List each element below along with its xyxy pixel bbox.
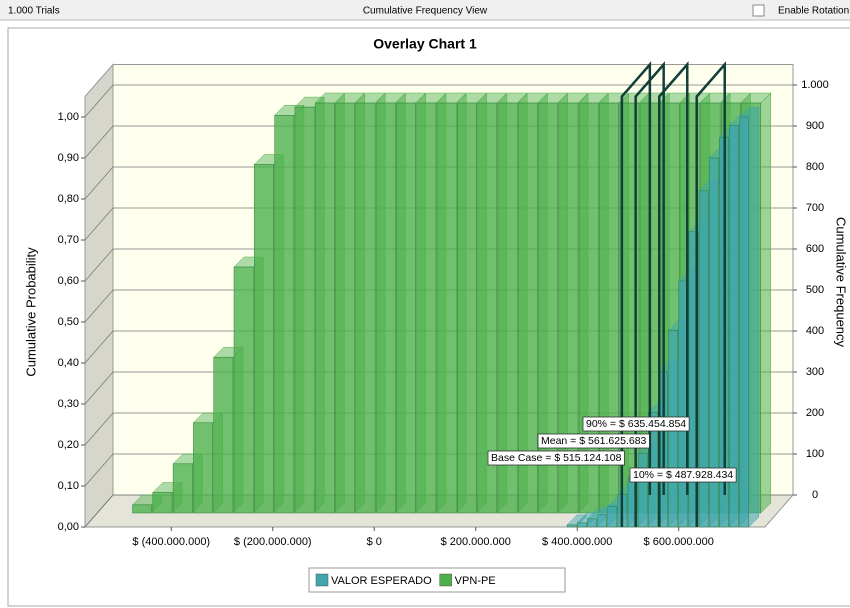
bar	[314, 102, 335, 514]
bar-side	[748, 106, 760, 528]
bar	[172, 463, 193, 514]
x-tick-label: $ 200.000.000	[441, 536, 511, 548]
bar	[698, 190, 709, 528]
marker-line	[695, 61, 726, 527]
left-wall	[84, 63, 114, 529]
y-tick-label: 0,90	[58, 152, 79, 164]
y2-tick-label: 700	[806, 202, 824, 214]
rotation-label[interactable]: Enable Rotation	[778, 6, 849, 17]
trials-label: 1.000 Trials	[8, 6, 60, 17]
bar	[497, 102, 518, 514]
legend-swatch	[315, 573, 329, 587]
marker-label-box	[629, 467, 737, 483]
bar	[436, 102, 457, 514]
marker-label: 10% = $ 487.928.434	[633, 469, 733, 481]
bar	[739, 116, 750, 528]
bar	[355, 102, 376, 514]
bar	[254, 164, 274, 514]
legend-box	[308, 567, 566, 593]
bar	[708, 157, 719, 528]
y2-tick-label: 100	[806, 448, 824, 460]
marker-label: 90% = $ 635.454.854	[586, 418, 686, 430]
bar	[416, 102, 437, 514]
legend-label: VPN-PE	[455, 575, 496, 587]
bar	[213, 356, 234, 514]
x-tick-label: $ 0	[367, 536, 382, 548]
y2-tick-label: 1.000	[801, 79, 829, 91]
legend-label: VALOR ESPERADO	[331, 575, 432, 587]
y2-tick-label: 300	[806, 366, 824, 378]
bar	[587, 518, 597, 528]
bar	[193, 422, 213, 514]
grid-line	[84, 84, 793, 118]
rotation-checkbox[interactable]	[752, 4, 765, 17]
y-tick-label: 1,00	[58, 111, 79, 123]
bar	[688, 231, 699, 528]
bar	[274, 115, 295, 514]
legend-swatch	[439, 573, 452, 587]
bar	[538, 102, 559, 514]
bar	[576, 522, 587, 528]
x-tick-label: $ (400.000.000)	[132, 536, 210, 548]
bar	[607, 506, 618, 528]
bar-side	[760, 92, 772, 514]
bar	[517, 102, 538, 514]
marker-label-box	[487, 450, 625, 466]
chart-frame	[7, 27, 850, 607]
bar	[132, 504, 153, 514]
y-tick-label: 0,30	[58, 398, 79, 410]
marker-label-box	[582, 416, 690, 432]
bar	[637, 452, 648, 528]
x-tick-label: $ 400.000.000	[542, 536, 612, 548]
y-tick-label: 0,40	[58, 357, 79, 369]
marker-label: Base Case = $ 515.124.108	[491, 452, 622, 464]
y2-axis-title: Cumulative Frequency	[834, 217, 849, 348]
x-tick-label: $ 600.000.000	[644, 536, 714, 548]
bar	[729, 124, 739, 528]
y-tick-label: 0,60	[58, 275, 79, 287]
bar	[152, 492, 173, 514]
y2-tick-label: 900	[806, 120, 824, 132]
bar	[558, 102, 579, 514]
view-label: Cumulative Frequency View	[363, 6, 488, 17]
toolbar	[0, 0, 850, 20]
y2-tick-label: 600	[806, 243, 824, 255]
y-tick-label: 0,10	[58, 480, 79, 492]
bar	[375, 102, 396, 514]
y2-tick-label: 400	[806, 325, 824, 337]
bar	[335, 102, 356, 514]
bar	[597, 514, 607, 528]
marker-label: Mean = $ 561.625.683	[541, 435, 647, 447]
marker-line	[658, 61, 689, 527]
bar	[294, 106, 315, 514]
bar	[396, 102, 416, 514]
x-tick-label: $ (200.000.000)	[234, 536, 312, 548]
y2-tick-label: 500	[806, 284, 824, 296]
y2-tick-label: 200	[806, 407, 824, 419]
y-tick-label: 0,50	[58, 316, 79, 328]
marker-line	[620, 61, 652, 527]
y-tick-label: 0,70	[58, 234, 79, 246]
y-tick-label: 0,00	[58, 521, 79, 533]
bar	[233, 266, 254, 514]
y-axis-title: Cumulative Probability	[23, 247, 38, 377]
y2-tick-label: 800	[806, 161, 824, 173]
chart-title: Overlay Chart 1	[373, 36, 477, 52]
y-tick-label: 0,80	[58, 193, 79, 205]
bar	[477, 102, 498, 514]
y2-tick-label: 0	[812, 489, 818, 501]
bar	[566, 524, 577, 528]
bar	[457, 102, 477, 514]
marker-label-box	[537, 433, 650, 449]
y-tick-label: 0,20	[58, 439, 79, 451]
